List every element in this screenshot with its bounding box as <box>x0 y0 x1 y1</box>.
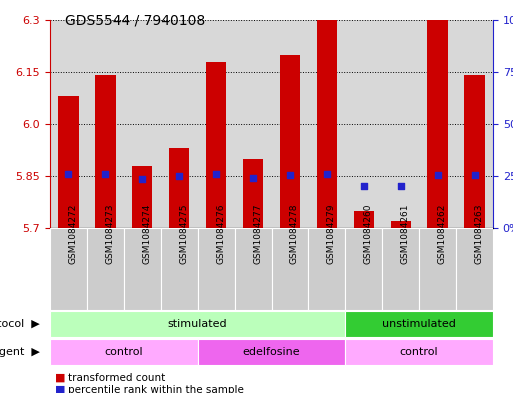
Bar <box>464 75 485 228</box>
Text: GSM1084272: GSM1084272 <box>68 204 77 264</box>
Point <box>175 173 183 179</box>
Text: GSM1084274: GSM1084274 <box>142 204 151 264</box>
Point <box>360 183 368 189</box>
Point <box>212 171 220 177</box>
Text: edelfosine: edelfosine <box>243 347 300 357</box>
Bar <box>243 159 263 228</box>
Text: transformed count: transformed count <box>68 373 165 383</box>
Bar <box>58 96 78 228</box>
Bar <box>280 55 300 228</box>
Text: GSM1084275: GSM1084275 <box>179 204 188 264</box>
Bar <box>456 20 493 228</box>
Bar <box>353 211 374 228</box>
Bar <box>50 310 345 338</box>
Point <box>64 171 72 177</box>
Bar <box>317 20 337 228</box>
Bar <box>308 20 345 228</box>
Bar <box>50 338 198 365</box>
Bar <box>345 228 382 310</box>
Text: GSM1084262: GSM1084262 <box>438 204 447 264</box>
Point <box>249 175 257 182</box>
Point <box>433 172 442 178</box>
Bar <box>87 20 124 228</box>
Text: GSM1084273: GSM1084273 <box>105 204 114 264</box>
Bar <box>132 165 152 228</box>
Bar <box>206 62 226 228</box>
Text: ■: ■ <box>55 373 66 383</box>
Bar <box>390 221 411 228</box>
Bar <box>169 148 189 228</box>
Bar <box>198 228 234 310</box>
Text: control: control <box>400 347 439 357</box>
Bar <box>419 228 456 310</box>
Text: stimulated: stimulated <box>168 319 227 329</box>
Bar <box>50 228 87 310</box>
Text: GSM1084261: GSM1084261 <box>401 204 410 264</box>
Text: GSM1084277: GSM1084277 <box>253 204 262 264</box>
Bar <box>382 20 419 228</box>
Bar <box>345 310 493 338</box>
Text: control: control <box>105 347 143 357</box>
Bar <box>308 228 345 310</box>
Point <box>286 172 294 178</box>
Text: GSM1084278: GSM1084278 <box>290 204 299 264</box>
Text: GSM1084276: GSM1084276 <box>216 204 225 264</box>
Bar <box>271 228 308 310</box>
Text: percentile rank within the sample: percentile rank within the sample <box>68 385 244 393</box>
Bar <box>456 228 493 310</box>
Text: unstimulated: unstimulated <box>382 319 456 329</box>
Text: GSM1084260: GSM1084260 <box>364 204 373 264</box>
Text: GDS5544 / 7940108: GDS5544 / 7940108 <box>65 14 206 28</box>
Bar <box>50 20 87 228</box>
Bar <box>271 20 308 228</box>
Bar <box>124 228 161 310</box>
Bar <box>198 20 234 228</box>
Bar <box>198 338 345 365</box>
Bar <box>234 20 271 228</box>
Point <box>470 172 479 178</box>
Bar <box>382 228 419 310</box>
Bar <box>87 228 124 310</box>
Text: GSM1084263: GSM1084263 <box>475 204 484 264</box>
Text: agent  ▶: agent ▶ <box>0 347 40 357</box>
Bar <box>124 20 161 228</box>
Bar <box>95 75 115 228</box>
Bar <box>419 20 456 228</box>
Point <box>323 171 331 177</box>
Point <box>101 171 109 177</box>
Text: protocol  ▶: protocol ▶ <box>0 319 40 329</box>
Bar <box>345 20 382 228</box>
Point <box>397 183 405 189</box>
Bar <box>234 228 271 310</box>
Bar <box>161 20 198 228</box>
Text: ■: ■ <box>55 385 66 393</box>
Bar <box>161 228 198 310</box>
Text: GSM1084279: GSM1084279 <box>327 204 336 264</box>
Point <box>138 176 146 183</box>
Bar <box>345 338 493 365</box>
Bar <box>427 20 448 228</box>
